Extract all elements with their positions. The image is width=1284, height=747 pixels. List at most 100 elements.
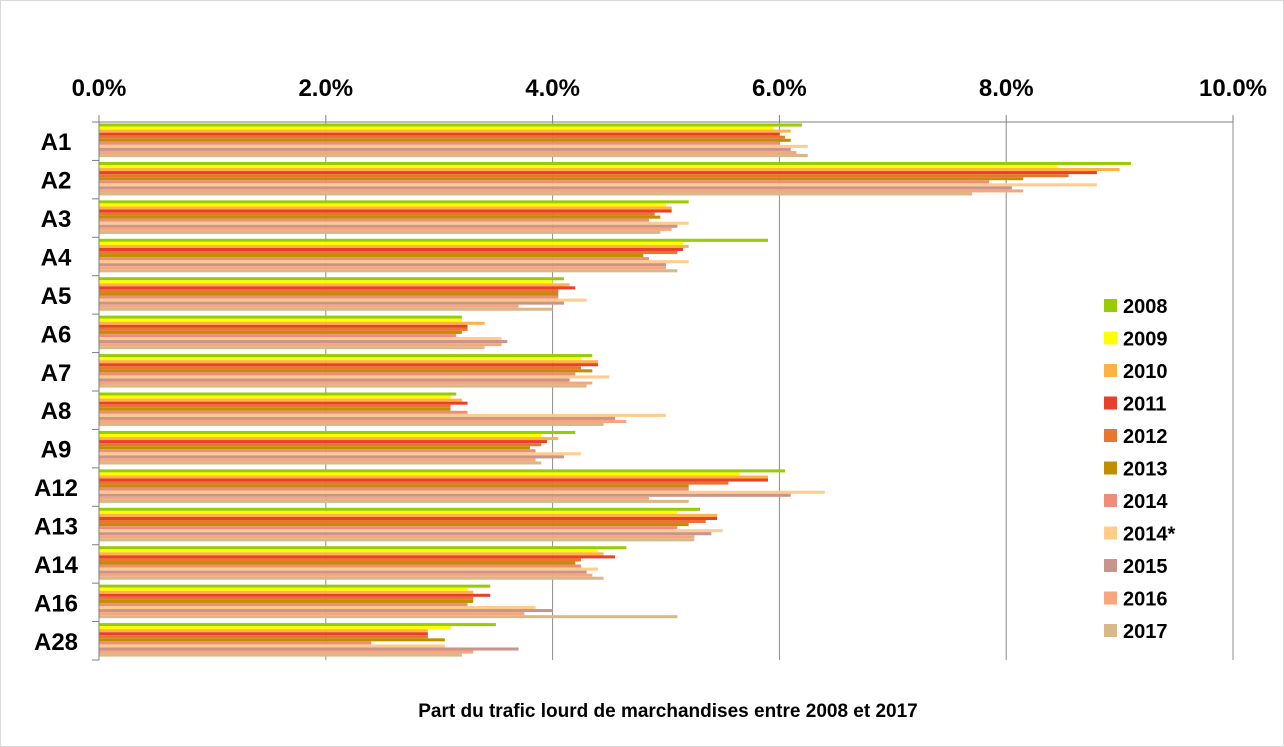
bar-A8-2014 xyxy=(99,410,468,414)
bar-A9-2009 xyxy=(99,433,542,438)
bar-A28-2008 xyxy=(99,623,496,627)
bar-A14-2014* xyxy=(99,567,598,571)
bar-A4-2011 xyxy=(99,247,684,251)
bar-A7-2014* xyxy=(99,375,610,379)
bar-A3-2008 xyxy=(99,200,689,204)
bar-A13-2017 xyxy=(99,538,695,542)
bar-A14-2017 xyxy=(99,576,604,580)
category-label: A2 xyxy=(41,168,72,195)
category-label: A14 xyxy=(34,552,79,579)
bar-A3-2010 xyxy=(99,206,672,210)
bar-A9-2013 xyxy=(99,446,530,450)
bar-A28-2011 xyxy=(99,632,428,636)
bar-A9-2014 xyxy=(99,449,536,453)
bar-A1-2015 xyxy=(99,147,791,151)
bar-A16-2009 xyxy=(99,587,468,591)
category-label: A12 xyxy=(34,475,78,502)
bar-A4-2014 xyxy=(99,257,649,261)
bar-A7-2013 xyxy=(99,369,593,373)
category-label: A28 xyxy=(34,629,78,656)
bar-A13-2012 xyxy=(99,519,706,524)
bar-A12-2015 xyxy=(99,493,791,497)
bar-A9-2011 xyxy=(99,440,547,444)
bar-A5-2014* xyxy=(99,298,587,302)
bar-A12-2014 xyxy=(99,487,689,491)
bar-A8-2017 xyxy=(99,423,604,427)
bar-A28-2014* xyxy=(99,644,445,648)
bar-A14-2008 xyxy=(99,546,627,550)
x-tick-labels: 0.0% 2.0% 4.0% 6.0% 8.0% 10.0% xyxy=(72,75,1267,102)
category-label: A3 xyxy=(41,206,72,233)
bar-A6-2008 xyxy=(99,315,462,319)
legend-label: 2011 xyxy=(1123,394,1166,416)
bar-A3-2017 xyxy=(99,230,661,234)
category-labels: A1 A2 A3 A4 A5 A6 A7 A8 A9 A12 A13 A14 A16 A28 xyxy=(34,129,79,656)
bar-A16-2013 xyxy=(99,599,474,603)
bar-A28-2009 xyxy=(99,626,451,630)
bar-A14-2009 xyxy=(99,549,598,553)
bar-A28-2015 xyxy=(99,647,519,651)
bar-A5-2015 xyxy=(99,301,564,305)
bar-A14-2014 xyxy=(99,564,581,568)
bar-A6-2013 xyxy=(99,330,462,334)
legend-label: 2008 xyxy=(1123,296,1168,318)
bar-A14-2011 xyxy=(99,555,615,559)
bar-A9-2014* xyxy=(99,452,581,456)
bar-A8-2011 xyxy=(99,401,468,405)
bar-A4-2016 xyxy=(99,266,666,270)
bar-A7-2016 xyxy=(99,381,593,385)
bar-A12-2017 xyxy=(99,499,689,503)
bar-A28-2016 xyxy=(99,650,474,654)
bar-A8-2008 xyxy=(99,392,457,396)
bar-A8-2014* xyxy=(99,413,666,417)
x-tick-label: 6.0% xyxy=(752,75,807,102)
bar-A5-2016 xyxy=(99,304,519,308)
bar-A12-2010 xyxy=(99,475,769,479)
legend-swatch xyxy=(1104,591,1117,605)
bars xyxy=(99,123,1131,657)
axes xyxy=(92,115,1234,661)
legend-swatch xyxy=(1104,624,1117,637)
legend-label: 2013 xyxy=(1123,459,1168,481)
category-label: A6 xyxy=(41,321,72,348)
bar-A3-2011 xyxy=(99,209,672,213)
bar-A9-2017 xyxy=(99,461,542,465)
bar-A14-2015 xyxy=(99,570,587,574)
bar-A8-2010 xyxy=(99,398,462,402)
category-label: A8 xyxy=(41,398,72,425)
bar-A3-2014 xyxy=(99,218,649,222)
x-tick-label: 10.0% xyxy=(1199,75,1267,102)
bar-A12-2013 xyxy=(99,484,689,488)
bar-A4-2017 xyxy=(99,269,678,273)
bar-A14-2013 xyxy=(99,561,576,565)
bar-A4-2010 xyxy=(99,244,689,248)
bar-A6-2014 xyxy=(99,333,457,337)
x-tick-label: 4.0% xyxy=(525,75,580,102)
x-tick-label: 2.0% xyxy=(298,75,353,102)
bar-A5-2017 xyxy=(99,307,553,311)
bar-A13-2016 xyxy=(99,535,695,539)
category-label: A1 xyxy=(41,129,72,156)
bar-A6-2010 xyxy=(99,321,485,325)
bar-A4-2009 xyxy=(99,241,684,245)
category-label: A13 xyxy=(34,514,78,541)
bar-A2-2010 xyxy=(99,168,1120,172)
bar-A9-2010 xyxy=(99,437,559,441)
bar-A6-2011 xyxy=(99,324,468,328)
legend-swatch xyxy=(1104,526,1117,540)
bar-A2-2017 xyxy=(99,192,973,196)
bar-A8-2009 xyxy=(99,395,451,399)
bar-A3-2016 xyxy=(99,227,672,231)
bar-A12-2009 xyxy=(99,472,740,476)
x-tick-label: 8.0% xyxy=(979,75,1034,102)
legend-swatch xyxy=(1104,494,1117,507)
bar-A16-2011 xyxy=(99,593,491,597)
bar-A28-2014 xyxy=(99,641,372,645)
bar-A9-2012 xyxy=(99,443,542,447)
bar-A4-2008 xyxy=(99,238,769,242)
bar-A5-2008 xyxy=(99,277,564,281)
bar-A7-2009 xyxy=(99,357,581,361)
bar-A12-2012 xyxy=(99,481,729,485)
bar-A28-2010 xyxy=(99,629,428,633)
